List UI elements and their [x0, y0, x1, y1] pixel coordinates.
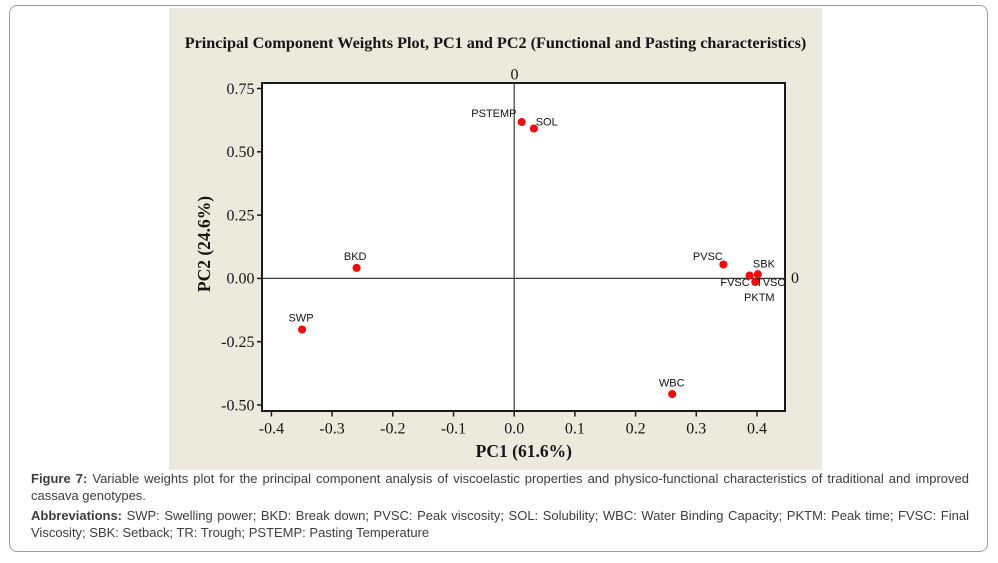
- svg-text:WBC: WBC: [659, 377, 685, 389]
- svg-text:SOL: SOL: [536, 116, 558, 128]
- svg-text:-0.2: -0.2: [380, 421, 405, 438]
- svg-text:-0.25: -0.25: [221, 334, 254, 351]
- svg-text:0.4: 0.4: [747, 421, 767, 438]
- svg-text:0.2: 0.2: [626, 421, 646, 438]
- svg-text:-0.4: -0.4: [259, 421, 284, 438]
- svg-text:SWP: SWP: [288, 312, 313, 324]
- svg-text:-0.3: -0.3: [319, 421, 344, 438]
- svg-text:SBK: SBK: [753, 259, 776, 271]
- svg-text:TVSC: TVSC: [756, 277, 785, 289]
- svg-text:BKD: BKD: [344, 251, 367, 263]
- svg-text:0.3: 0.3: [686, 421, 706, 438]
- svg-text:PC1 (61.6%): PC1 (61.6%): [476, 441, 572, 461]
- svg-text:0.00: 0.00: [227, 271, 255, 288]
- svg-text:PSTEMP: PSTEMP: [471, 108, 516, 120]
- svg-text:0.75: 0.75: [227, 81, 255, 98]
- svg-text:-0.1: -0.1: [441, 421, 466, 438]
- svg-text:FVSC: FVSC: [720, 277, 749, 289]
- svg-text:PKTM: PKTM: [744, 292, 775, 304]
- svg-text:Principal Component Weights Pl: Principal Component Weights Plot, PC1 an…: [185, 34, 807, 52]
- svg-text:0.1: 0.1: [565, 421, 585, 438]
- svg-text:0.50: 0.50: [227, 144, 255, 161]
- svg-text:0.0: 0.0: [504, 421, 524, 438]
- svg-text:-0.50: -0.50: [221, 397, 254, 414]
- svg-text:PVSC: PVSC: [693, 251, 723, 263]
- svg-text:PC2 (24.6%): PC2 (24.6%): [194, 196, 214, 292]
- svg-text:0: 0: [791, 270, 799, 287]
- svg-text:0: 0: [511, 67, 519, 84]
- svg-text:0.25: 0.25: [227, 207, 255, 224]
